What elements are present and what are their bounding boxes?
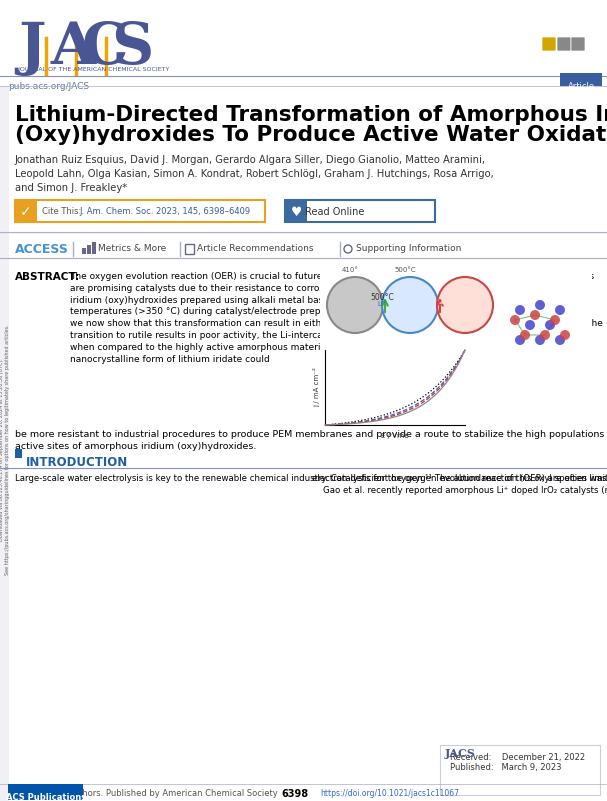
Bar (440, 745, 600, 795)
Text: ♥: ♥ (290, 206, 302, 219)
Circle shape (545, 320, 555, 330)
Text: ABSTRACT:: ABSTRACT: (15, 272, 80, 282)
Text: ✓: ✓ (20, 205, 32, 219)
Text: Cite This:: Cite This: (42, 207, 84, 216)
Text: J. Am. Chem. Soc. 2023, 145, 6398–6409: J. Am. Chem. Soc. 2023, 145, 6398–6409 (79, 207, 250, 216)
Circle shape (515, 305, 525, 315)
Bar (15, 200, 37, 222)
Text: electron-deficient oxygen.¹¹ The abundance of this oxyl species was linearly cor: electron-deficient oxygen.¹¹ The abundan… (312, 474, 607, 495)
FancyBboxPatch shape (542, 37, 556, 51)
Bar (87, 245, 90, 254)
FancyBboxPatch shape (560, 73, 602, 86)
Bar (185, 244, 194, 254)
Text: The oxygen evolution reaction (OER) is crucial to future energy systems based on: The oxygen evolution reaction (OER) is c… (70, 272, 603, 364)
Text: j / mA cm⁻²: j / mA cm⁻² (313, 367, 320, 407)
Circle shape (515, 335, 525, 345)
Text: Large-scale water electrolysis is key to the renewable chemical industry. Cataly: Large-scale water electrolysis is key to… (15, 474, 607, 483)
Text: 410°: 410° (342, 267, 359, 273)
Text: INTRODUCTION: INTRODUCTION (26, 456, 128, 469)
Circle shape (535, 335, 545, 345)
Circle shape (510, 315, 520, 325)
Bar (320, 270, 592, 430)
Bar (15, 449, 22, 458)
Text: S: S (111, 20, 153, 76)
Text: Supporting Information: Supporting Information (356, 244, 461, 253)
Bar (82, 248, 86, 254)
Text: Lithium-Directed Transformation of Amorphous Iridium: Lithium-Directed Transformation of Amorp… (15, 105, 607, 125)
Text: Metrics & More: Metrics & More (98, 244, 166, 253)
Text: ACS Publications: ACS Publications (6, 793, 86, 801)
Text: A: A (51, 20, 97, 76)
Circle shape (535, 300, 545, 310)
Text: J: J (18, 20, 46, 76)
Text: © 2023 The Authors. Published by American Chemical Society: © 2023 The Authors. Published by America… (15, 789, 278, 798)
Bar (0, 76, 607, 85)
Text: Read Online: Read Online (305, 207, 365, 217)
Circle shape (437, 277, 493, 333)
Text: JOURNAL OF THE AMERICAN CHEMICAL SOCIETY: JOURNAL OF THE AMERICAN CHEMICAL SOCIETY (18, 67, 169, 72)
Text: Article: Article (568, 82, 595, 91)
Text: 500°C: 500°C (370, 293, 394, 302)
Text: C: C (81, 20, 127, 76)
Circle shape (555, 305, 565, 315)
Circle shape (520, 330, 530, 340)
Text: Jonathan Ruiz Esquius, David J. Morgan, Gerardo Algara Siller, Diego Gianolio, M: Jonathan Ruiz Esquius, David J. Morgan, … (15, 155, 493, 193)
Bar (0, 0, 607, 85)
Bar (285, 200, 307, 222)
Text: Downloaded via 86.125.40.174 on September 20, 2024 at 13:20:36 (UTC).
See https:: Downloaded via 86.125.40.174 on Septembe… (0, 324, 10, 575)
FancyBboxPatch shape (285, 200, 435, 222)
Bar (8, 784, 83, 800)
Text: 500°C: 500°C (394, 267, 416, 273)
Text: https://doi.org/10.1021/jacs1c11067: https://doi.org/10.1021/jacs1c11067 (320, 789, 459, 798)
Circle shape (555, 335, 565, 345)
Circle shape (382, 277, 438, 333)
Circle shape (525, 320, 535, 330)
FancyBboxPatch shape (557, 37, 571, 51)
Text: Article Recommendations: Article Recommendations (197, 244, 313, 253)
FancyBboxPatch shape (571, 37, 585, 51)
Bar (92, 242, 95, 254)
Circle shape (550, 315, 560, 325)
Text: 6398: 6398 (282, 789, 308, 799)
Circle shape (327, 277, 383, 333)
Text: ACCESS: ACCESS (15, 243, 69, 256)
FancyBboxPatch shape (15, 200, 265, 222)
Text: pubs.acs.org/JACS: pubs.acs.org/JACS (8, 82, 89, 91)
Bar (0, 86, 9, 801)
Circle shape (540, 330, 550, 340)
Text: be more resistant to industrial procedures to produce PEM membranes and provide : be more resistant to industrial procedur… (15, 430, 607, 451)
Circle shape (560, 330, 570, 340)
Text: Published:   March 9, 2023: Published: March 9, 2023 (450, 763, 561, 772)
Text: E / Vrhe: E / Vrhe (381, 433, 409, 439)
Text: Received:    December 21, 2022: Received: December 21, 2022 (450, 753, 585, 762)
Text: JACS: JACS (445, 748, 476, 759)
Circle shape (530, 310, 540, 320)
Text: (Oxy)hydroxides To Produce Active Water Oxidation Catalysts: (Oxy)hydroxides To Produce Active Water … (15, 125, 607, 145)
Text: Li⁺: Li⁺ (377, 301, 387, 307)
